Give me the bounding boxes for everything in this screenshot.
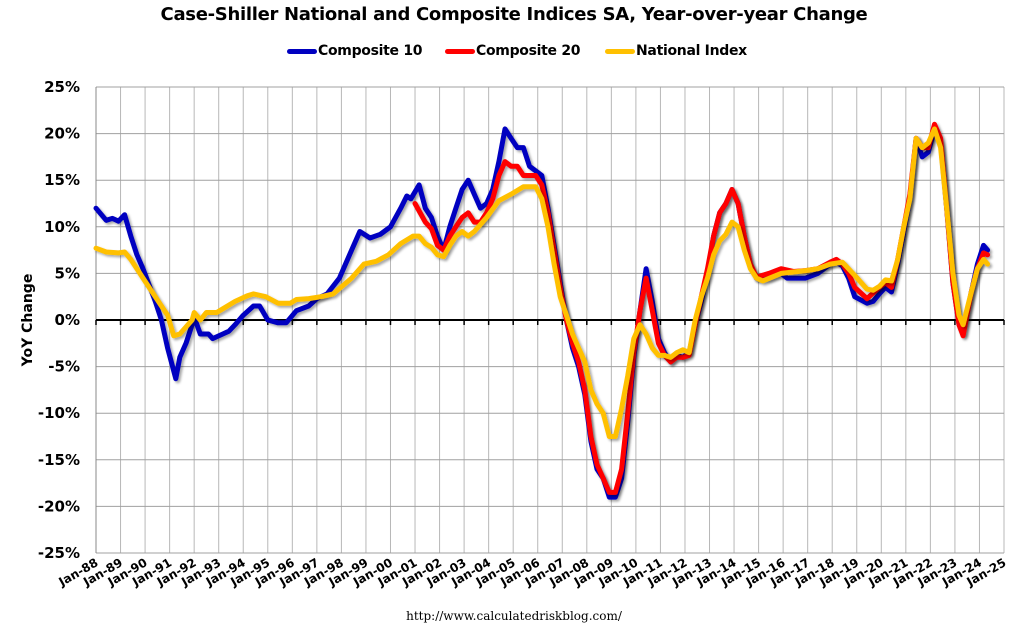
- legend-label: Composite 10: [318, 43, 423, 59]
- y-tick-label: 20%: [44, 125, 80, 143]
- y-tick-label: -25%: [38, 544, 80, 562]
- legend-item-composite-10: Composite 10: [287, 43, 423, 59]
- chart-title: Case-Shiller National and Composite Indi…: [160, 4, 868, 25]
- y-tick-label: -15%: [38, 451, 80, 469]
- y-tick-label: -10%: [38, 404, 80, 422]
- y-tick-label: -20%: [38, 497, 80, 515]
- legend-swatch: [287, 48, 317, 54]
- series-line-national-index: [93, 126, 991, 439]
- legend-label: Composite 20: [476, 43, 581, 59]
- legend-swatch: [445, 48, 475, 54]
- legend-swatch: [605, 48, 635, 54]
- y-tick-label: 10%: [44, 218, 80, 236]
- y-tick-label: -5%: [48, 358, 80, 376]
- legend-item-national-index: National Index: [605, 43, 747, 59]
- legend-item-composite-20: Composite 20: [445, 43, 581, 59]
- y-axis-label: YoY Change: [20, 274, 36, 368]
- legend-label: National Index: [636, 43, 747, 59]
- source-url: http://www.calculatedriskblog.com/: [406, 609, 622, 623]
- y-tick-label: 5%: [55, 264, 80, 282]
- y-tick-label: 0%: [55, 311, 80, 329]
- series-line-composite-20: [412, 121, 991, 495]
- y-tick-label: 25%: [44, 78, 80, 96]
- y-tick-label: 15%: [44, 171, 80, 189]
